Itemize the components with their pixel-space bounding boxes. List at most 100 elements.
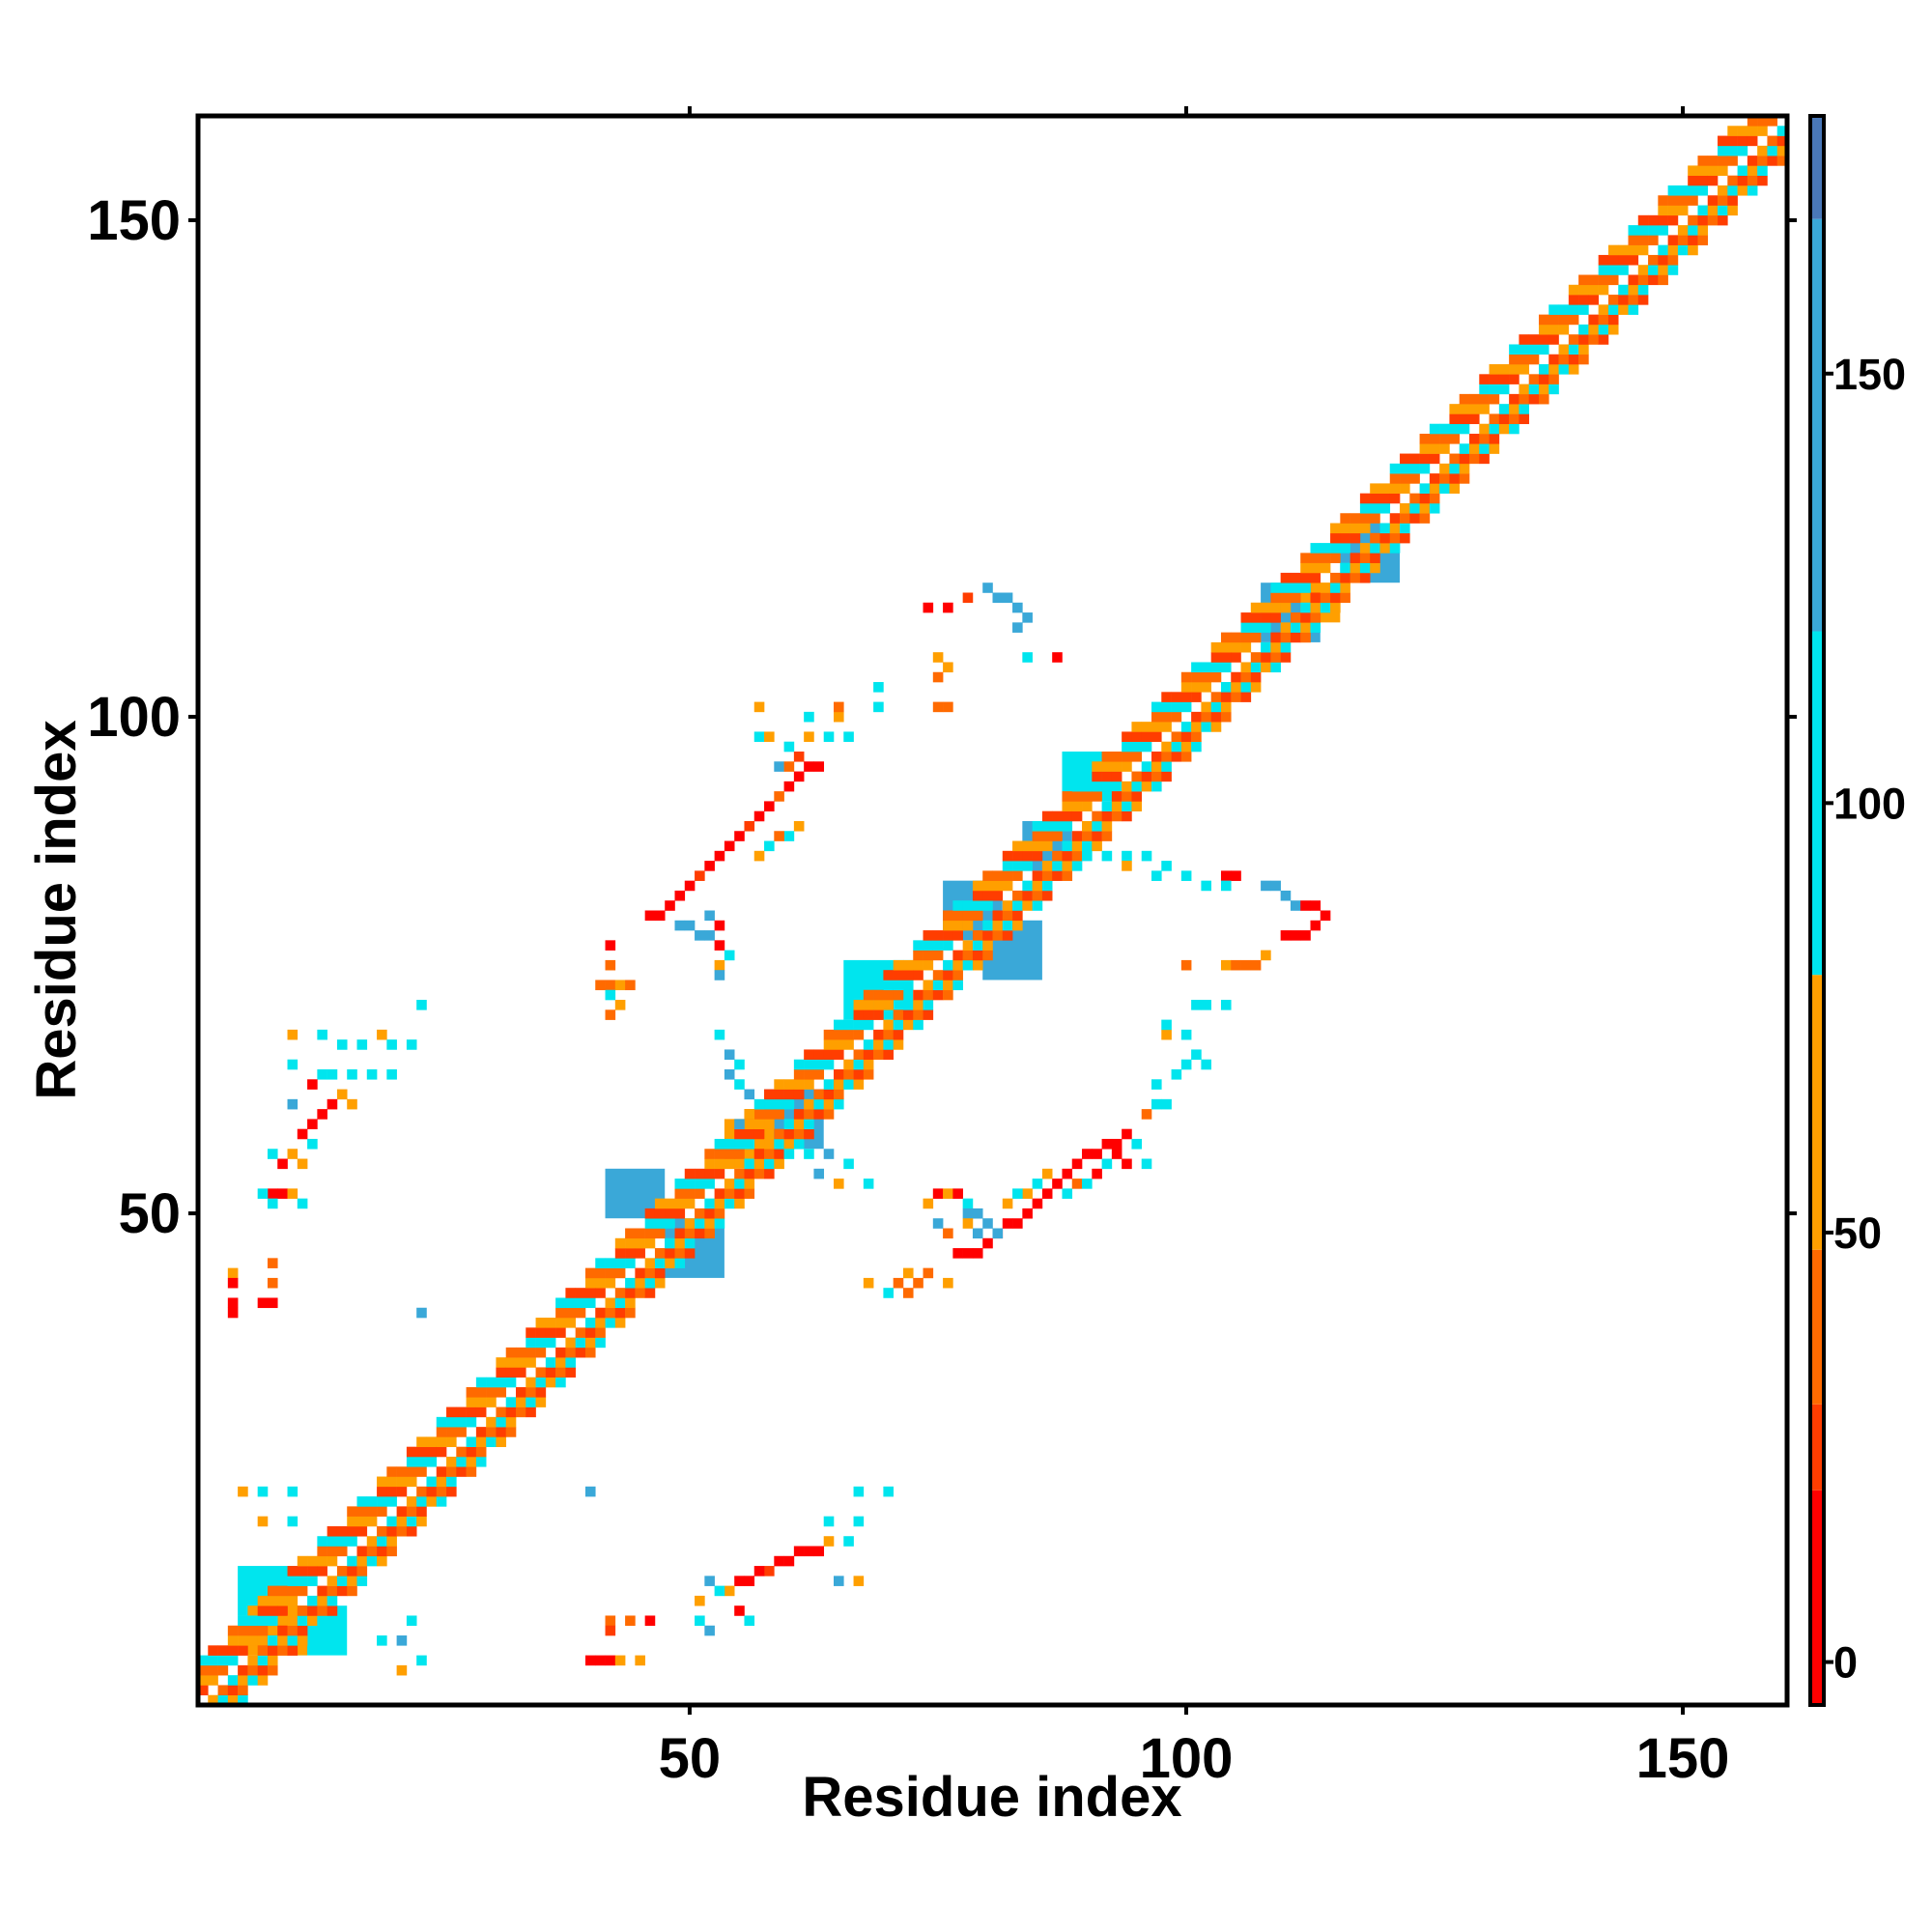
diagonal-cell (783, 1079, 795, 1090)
diagonal-cell (744, 1179, 755, 1189)
colorbar-band (1810, 1249, 1824, 1405)
contact-cell (366, 1069, 378, 1080)
diagonal-cell (843, 1059, 854, 1070)
diagonal-cell (1737, 175, 1748, 186)
diagonal-cell (336, 1536, 348, 1547)
diagonal-cell (1767, 156, 1778, 166)
diagonal-cell (1012, 861, 1023, 871)
diagonal-cell (982, 890, 993, 901)
diagonal-cell (1101, 831, 1113, 841)
diagonal-cell (714, 1138, 725, 1150)
diagonal-cell (1519, 354, 1529, 365)
diagonal-cell (356, 1546, 368, 1557)
diagonal-cell (238, 1694, 248, 1706)
diagonal-cell (1667, 265, 1679, 275)
diagonal-cell (1429, 483, 1440, 494)
diagonal-cell (1101, 820, 1113, 832)
diagonal-cell (1776, 126, 1788, 136)
diagonal-cell (1727, 185, 1738, 196)
diagonal-cell (1161, 741, 1172, 753)
diagonal-cell (327, 1546, 338, 1557)
contact-cell (277, 1188, 288, 1199)
diagonal-cell (1062, 810, 1073, 822)
diagonal-cell (893, 989, 904, 1001)
contact-cell (932, 701, 944, 713)
diagonal-cell (1250, 632, 1262, 643)
diagonal-cell (902, 970, 914, 980)
contact-cell (605, 980, 616, 991)
diagonal-cell (257, 1664, 269, 1676)
diagonal-cell (1180, 701, 1192, 713)
diagonal-cell (654, 1198, 666, 1209)
diagonal-cell (605, 1277, 616, 1289)
diagonal-cell (277, 1605, 288, 1616)
diagonal-cell (1280, 572, 1292, 583)
contact-cell (902, 1267, 914, 1279)
diagonal-cell (356, 1576, 368, 1586)
diagonal-cell (1082, 820, 1093, 832)
diagonal-cell (247, 1625, 258, 1636)
diagonal-cell (1161, 771, 1172, 782)
diagonal-cell (466, 1397, 477, 1407)
diagonal-cell (1161, 711, 1172, 723)
diagonal-cell (297, 1555, 308, 1567)
diagonal-cell (644, 1288, 656, 1298)
diagonal-cell (1261, 652, 1271, 663)
diagonal-cell (436, 1476, 447, 1488)
diagonal-cell (834, 1049, 844, 1061)
diagonal-cell (1409, 453, 1420, 465)
diagonal-cell (932, 950, 944, 961)
diagonal-cell (1101, 810, 1113, 822)
diagonal-cell (1618, 284, 1629, 296)
diagonal-cell (1538, 384, 1549, 395)
diagonal-cell (714, 1198, 725, 1209)
diagonal-cell (614, 1288, 626, 1298)
diagonal-cell (1280, 632, 1292, 643)
diagonal-cell (317, 1546, 327, 1557)
contact-cell (267, 1277, 278, 1289)
diagonal-cell (1727, 175, 1738, 186)
contact-cell (744, 1576, 755, 1586)
diagonal-cell (1548, 374, 1559, 384)
diagonal-cell (883, 970, 894, 980)
diagonal-cell (764, 1168, 775, 1179)
diagonal-cell (366, 1496, 378, 1507)
contact-cell (1041, 1188, 1053, 1199)
diagonal-cell (923, 1000, 934, 1010)
diagonal-cell (595, 1258, 606, 1268)
diagonal-cell (943, 989, 953, 1001)
colorbar-frame (1808, 114, 1826, 1707)
diagonal-cell (1359, 543, 1371, 554)
contact-cell (1101, 1158, 1113, 1170)
contact-cell (287, 1059, 298, 1070)
diagonal-cell (555, 1367, 566, 1378)
diagonal-cell (982, 950, 993, 961)
diagonal-cell (565, 1307, 576, 1319)
diagonal-cell (665, 1258, 675, 1268)
diagonal-cell (386, 1525, 397, 1537)
contact-cell (1041, 1168, 1053, 1179)
contact-cell (267, 1258, 278, 1268)
diagonal-cell (1528, 393, 1540, 405)
contact-cell (774, 761, 784, 772)
diagonal-cell (863, 989, 874, 1001)
diagonal-cell (1607, 295, 1619, 305)
diagonal-cell (307, 1576, 318, 1586)
diagonal-cell (1489, 434, 1500, 444)
colorbar-tick-label: 0 (1833, 1638, 1858, 1688)
diagonal-cell (1718, 214, 1728, 226)
diagonal-cell (1628, 284, 1639, 296)
diagonal-cell (1479, 434, 1490, 444)
diagonal-cell (913, 959, 923, 971)
contact-cell (674, 920, 686, 931)
contact-cell (834, 701, 844, 713)
diagonal-cell (1697, 165, 1709, 176)
diagonal-cell (1320, 582, 1331, 593)
diagonal-cell (535, 1337, 547, 1349)
diagonal-cell (426, 1486, 438, 1497)
diagonal-cell (257, 1595, 269, 1606)
diagonal-cell (1389, 532, 1401, 544)
diagonal-cell (774, 1089, 784, 1100)
diagonal-cell (505, 1347, 517, 1358)
diagonal-cell (684, 1228, 696, 1239)
